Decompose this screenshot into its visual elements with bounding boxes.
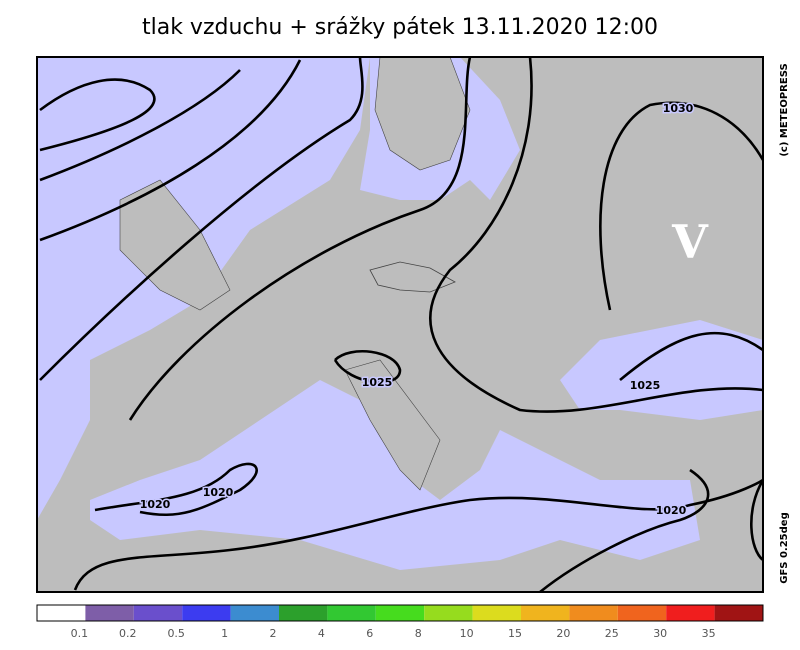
isobar-label: 1020 <box>203 486 234 499</box>
legend-label: 20 <box>556 627 570 640</box>
legend-label: 0.5 <box>167 627 185 640</box>
mediterranean <box>90 380 700 570</box>
title: tlak vzduchu + srážky pátek 13.11.2020 1… <box>142 15 658 40</box>
black-sea <box>560 320 763 420</box>
isobar <box>599 101 765 311</box>
legend-swatch <box>424 605 473 621</box>
legend-label: 0.1 <box>71 627 89 640</box>
legend-label: 6 <box>366 627 373 640</box>
legend-frame <box>36 604 764 622</box>
legend-label: 15 <box>508 627 522 640</box>
isobar <box>39 78 156 152</box>
czech-border <box>369 261 456 293</box>
legend-swatch <box>182 605 231 621</box>
legend-swatch <box>666 605 715 621</box>
legend-swatch <box>714 605 763 621</box>
legend-swatch <box>279 605 328 621</box>
legend: 0.1 0.2 0.5 1 2 4 6 8 10 15 20 25 30 35 <box>36 604 764 640</box>
legend-swatch <box>569 605 618 621</box>
isobar <box>73 478 764 591</box>
legend-label: 30 <box>653 627 667 640</box>
isobar-label: 1020 <box>656 504 687 517</box>
isobar <box>539 468 710 594</box>
isobar <box>39 69 241 182</box>
legend-label: 35 <box>702 627 716 640</box>
model-label: GFS 0.25deg <box>779 512 790 584</box>
isobar <box>619 331 764 381</box>
legend-label: 1 <box>221 627 228 640</box>
isobar-label: 1020 <box>140 498 171 511</box>
isobar-label: 1025 <box>362 376 393 389</box>
isobar <box>128 56 472 421</box>
legend-swatch <box>133 605 183 621</box>
legend-label: 25 <box>605 627 619 640</box>
map-frame <box>36 56 764 593</box>
map: 1030 1025 1025 1020 1020 1020 V <box>36 56 765 594</box>
copyright: (c) METEOPRESS <box>779 63 790 156</box>
isobar <box>94 462 258 516</box>
legend-swatch <box>375 605 425 621</box>
isobar <box>750 479 765 562</box>
legend-swatch <box>521 605 570 621</box>
isobar-label: 1030 <box>663 102 694 115</box>
legend-swatch <box>37 605 86 621</box>
isobar <box>429 56 764 413</box>
legend-label: 10 <box>460 627 474 640</box>
isobar <box>39 56 364 381</box>
legend-swatch <box>230 605 279 621</box>
italy <box>344 359 441 491</box>
legend-swatch <box>472 605 521 621</box>
legend-label: 4 <box>318 627 325 640</box>
legend-swatch <box>617 605 667 621</box>
legend-label: 2 <box>270 627 277 640</box>
isobar <box>333 349 402 384</box>
isobar <box>39 59 302 242</box>
legend-label: 0.2 <box>119 627 137 640</box>
high-pressure-label: V <box>671 215 709 269</box>
legend-swatch <box>85 605 134 621</box>
isobar-label: 1025 <box>630 379 661 392</box>
scandinavia <box>374 56 471 171</box>
legend-swatch <box>327 605 376 621</box>
legend-label: 8 <box>415 627 422 640</box>
